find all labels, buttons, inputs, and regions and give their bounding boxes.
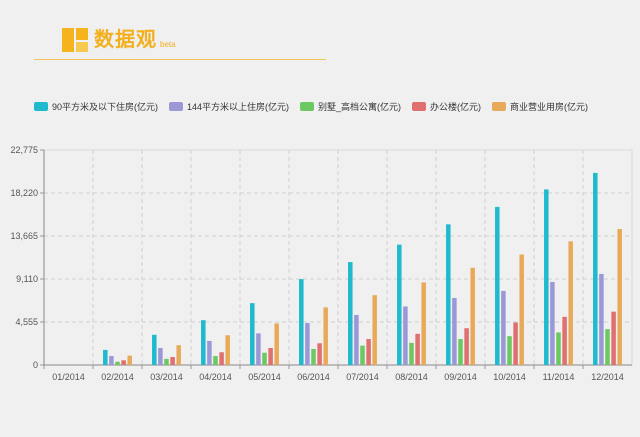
bar-3-9 xyxy=(513,322,518,365)
y-tick-label: 18,220 xyxy=(10,188,38,198)
bar-3-7 xyxy=(415,333,420,365)
logo-mark-icon xyxy=(62,28,88,52)
bar-2-2 xyxy=(164,358,169,365)
logo-beta: beta xyxy=(160,40,176,49)
bar-1-7 xyxy=(403,306,408,365)
legend-item-1[interactable]: 144平方米以上住房(亿元) xyxy=(169,100,289,113)
bar-1-1 xyxy=(109,356,114,365)
legend-item-0[interactable]: 90平方米及以下住房(亿元) xyxy=(34,100,158,113)
x-tick-label: 02/2014 xyxy=(101,372,134,382)
bar-2-7 xyxy=(409,342,414,365)
bar-1-2 xyxy=(158,348,163,365)
x-tick-label: 07/2014 xyxy=(346,372,379,382)
bar-1-11 xyxy=(599,273,604,365)
legend-swatch xyxy=(34,102,48,111)
legend-label: 办公楼(亿元) xyxy=(430,102,482,112)
bar-3-8 xyxy=(464,328,469,365)
bar-0-9 xyxy=(495,206,500,365)
bar-2-8 xyxy=(458,339,463,365)
bar-4-10 xyxy=(568,241,573,365)
bar-4-7 xyxy=(421,282,426,365)
bar-4-11 xyxy=(617,229,622,365)
legend-label: 144平方米以上住房(亿元) xyxy=(187,102,290,112)
bar-4-8 xyxy=(470,267,475,365)
bar-0-7 xyxy=(397,244,402,365)
bar-3-3 xyxy=(219,352,224,365)
bar-3-1 xyxy=(121,360,126,365)
bar-0-10 xyxy=(544,189,549,365)
bar-0-11 xyxy=(593,172,598,365)
x-tick-label: 03/2014 xyxy=(150,372,183,382)
x-tick-label: 12/2014 xyxy=(591,372,624,382)
legend-swatch xyxy=(492,102,507,111)
bar-3-2 xyxy=(170,356,175,365)
bar-0-6 xyxy=(348,262,353,365)
header-divider xyxy=(34,59,326,60)
bar-4-5 xyxy=(323,307,328,365)
y-tick-label: 4,555 xyxy=(15,317,38,327)
bar-0-2 xyxy=(152,334,157,365)
legend-item-4[interactable]: 商业营业用房(亿元) xyxy=(492,100,588,113)
bar-3-11 xyxy=(611,311,616,365)
legend-label: 别墅_高档公寓(亿元) xyxy=(318,102,402,112)
bar-1-9 xyxy=(501,290,506,365)
x-tick-label: 10/2014 xyxy=(493,372,526,382)
x-tick-label: 11/2014 xyxy=(543,372,575,382)
bar-0-1 xyxy=(103,349,108,365)
bar-0-8 xyxy=(446,224,451,365)
x-tick-label: 01/2014 xyxy=(52,372,85,382)
bar-1-8 xyxy=(452,297,457,365)
logo-text: 数据观 xyxy=(94,29,157,51)
y-tick-label: 13,665 xyxy=(10,231,38,241)
bar-4-1 xyxy=(127,355,132,365)
x-tick-label: 09/2014 xyxy=(444,372,477,382)
bar-1-6 xyxy=(354,314,359,365)
legend-item-3[interactable]: 办公楼(亿元) xyxy=(412,100,481,113)
legend-label: 商业营业用房(亿元) xyxy=(510,102,589,112)
y-tick-label: 0 xyxy=(33,360,38,370)
bar-1-3 xyxy=(207,340,212,365)
bar-4-3 xyxy=(225,335,230,365)
y-tick-label: 9,110 xyxy=(16,274,38,284)
x-tick-label: 08/2014 xyxy=(395,372,428,382)
legend-item-2[interactable]: 别墅_高档公寓(亿元) xyxy=(300,100,401,113)
legend-swatch xyxy=(412,102,427,111)
bar-3-5 xyxy=(317,343,322,365)
bar-4-4 xyxy=(274,323,279,365)
bar-4-2 xyxy=(176,345,181,365)
bar-1-5 xyxy=(305,322,310,365)
bar-0-3 xyxy=(201,320,206,365)
bar-1-4 xyxy=(256,333,261,365)
bar-1-10 xyxy=(550,281,555,365)
x-tick-label: 06/2014 xyxy=(297,372,330,382)
x-tick-label: 04/2014 xyxy=(199,372,232,382)
logo: 数据观 beta xyxy=(62,26,176,52)
bar-3-10 xyxy=(562,316,567,365)
x-tick-label: 05/2014 xyxy=(248,372,281,382)
legend-swatch xyxy=(169,102,184,111)
bar-2-10 xyxy=(556,332,561,365)
bar-3-4 xyxy=(268,348,273,365)
bar-4-9 xyxy=(519,254,524,365)
y-tick-label: 22,775 xyxy=(10,145,38,155)
bar-0-5 xyxy=(299,279,304,365)
legend-label: 90平方米及以下住房(亿元) xyxy=(52,102,159,112)
bar-3-6 xyxy=(366,339,371,365)
bar-2-4 xyxy=(262,352,267,365)
bar-0-4 xyxy=(250,303,255,365)
bar-4-6 xyxy=(372,295,377,365)
bar-2-6 xyxy=(360,345,365,365)
chart-legend: 90平方米及以下住房(亿元) 144平方米以上住房(亿元) 别墅_高档公寓(亿元… xyxy=(34,100,599,113)
bar-2-11 xyxy=(605,329,610,365)
bar-2-5 xyxy=(311,348,316,365)
legend-swatch xyxy=(300,102,315,111)
bar-2-1 xyxy=(115,361,120,365)
bar-2-3 xyxy=(213,356,218,365)
bar-2-9 xyxy=(507,336,512,365)
